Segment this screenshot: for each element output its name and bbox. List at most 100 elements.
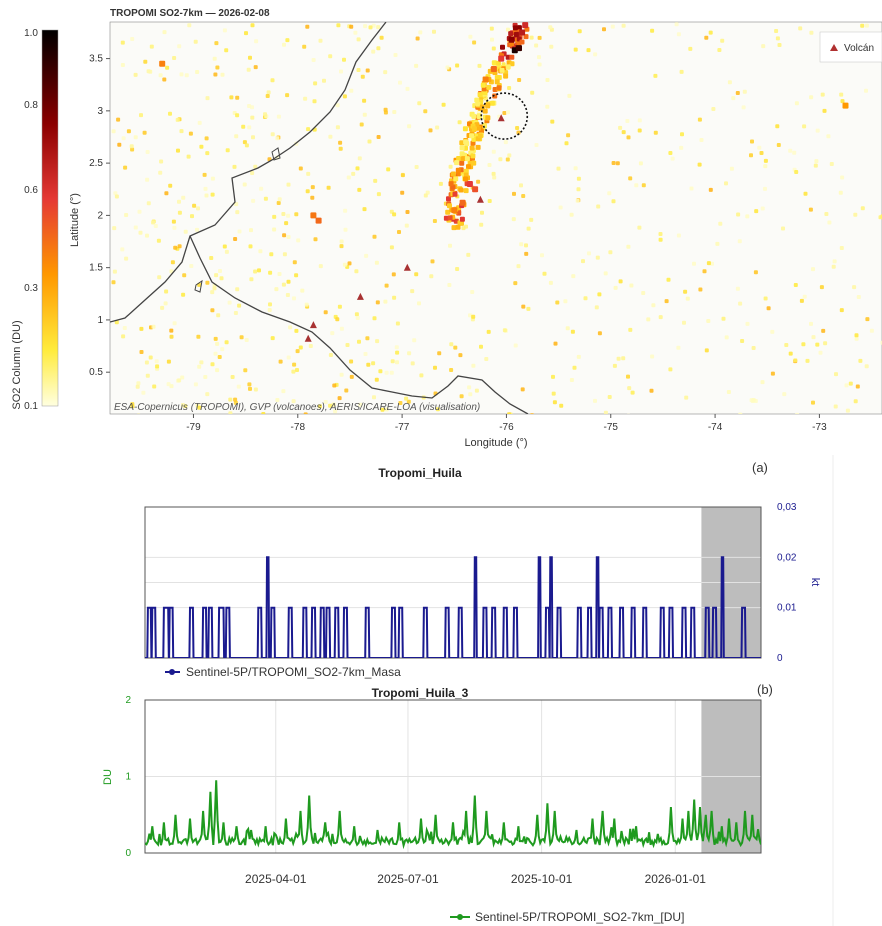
so2-pixel	[159, 159, 164, 164]
so2-pixel	[241, 124, 246, 129]
so2-pixel	[839, 308, 844, 313]
so2-pixel	[715, 241, 720, 246]
volcano-marker	[309, 321, 317, 329]
so2-pixel	[415, 36, 420, 41]
so2-pixel	[429, 274, 434, 279]
so2-pixel	[615, 161, 620, 166]
so2-pixel	[529, 35, 534, 40]
so2-pixel	[410, 361, 415, 366]
so2-pixel	[594, 305, 599, 310]
so2-pixel	[682, 320, 686, 325]
so2-pixel	[811, 267, 815, 272]
so2-pixel	[676, 345, 681, 350]
so2-pixel	[266, 90, 271, 95]
so2-pixel	[253, 269, 258, 274]
so2-pixel	[121, 136, 126, 141]
so2-pixel	[359, 122, 364, 127]
so2-pixel	[581, 259, 585, 264]
so2-pixel	[658, 237, 663, 242]
so2-pixel	[853, 399, 858, 404]
so2-pixel	[234, 202, 239, 207]
so2-pixel	[618, 279, 623, 284]
so2-plume-pixel	[475, 101, 481, 107]
so2-pixel	[155, 364, 160, 369]
so2-pixel	[196, 206, 200, 211]
so2-pixel	[237, 303, 242, 308]
so2-pixel	[759, 151, 764, 155]
chart-a-y-axis-label: kt	[809, 578, 821, 587]
so2-pixel	[502, 328, 507, 333]
so2-pixel	[233, 237, 238, 241]
legend-marker-icon	[169, 669, 175, 675]
so2-pixel	[285, 38, 290, 43]
so2-pixel	[763, 158, 768, 163]
so2-plume-pixel	[459, 140, 465, 146]
so2-pixel	[190, 214, 194, 219]
so2-pixel	[487, 199, 492, 203]
x-tick-label: -79	[186, 422, 201, 433]
so2-pixel	[362, 207, 367, 212]
so2-hotspot	[451, 207, 458, 214]
x-tick-label: -73	[812, 422, 827, 433]
so2-hotspot	[459, 199, 466, 206]
so2-pixel	[435, 125, 440, 130]
so2-pixel	[799, 298, 804, 303]
so2-pixel	[389, 245, 394, 250]
so2-pixel	[692, 261, 696, 266]
so2-plume-pixel	[463, 139, 469, 145]
so2-pixel	[829, 162, 834, 166]
so2-pixel	[343, 227, 348, 232]
so2-pixel	[406, 399, 411, 404]
so2-pixel	[404, 396, 409, 401]
so2-pixel	[188, 131, 193, 136]
so2-pixel	[291, 369, 296, 374]
so2-pixel	[618, 125, 623, 130]
so2-plume-pixel	[513, 32, 519, 37]
legend-marker-icon	[457, 914, 463, 920]
so2-pixel	[213, 351, 218, 356]
so2-pixel	[364, 253, 369, 258]
so2-plume-pixel	[450, 171, 456, 177]
so2-pixel	[428, 128, 433, 133]
y-tick-label: 2	[97, 210, 103, 221]
so2-pixel	[397, 230, 401, 234]
so2-pixel	[458, 353, 463, 358]
so2-pixel	[419, 373, 424, 378]
so2-pixel	[548, 25, 553, 30]
chart-b-frame	[144, 699, 762, 854]
so2-pixel	[242, 140, 247, 145]
so2-pixel	[513, 343, 518, 348]
legend-box	[819, 31, 882, 63]
so2-pixel	[304, 302, 309, 307]
y-tick-label: 0	[125, 848, 131, 859]
so2-pixel	[277, 272, 282, 276]
so2-pixel	[491, 171, 496, 176]
so2-pixel	[556, 166, 561, 171]
so2-pixel	[754, 209, 759, 214]
map-panel: TROPOMI SO2-7km — 2026-02-08 Volcán ESA-…	[69, 8, 882, 449]
x-tick-label: -76	[499, 422, 514, 433]
so2-pixel	[365, 68, 370, 73]
so2-pixel	[704, 35, 709, 40]
so2-pixel	[168, 183, 173, 188]
so2-pixel	[534, 143, 539, 147]
map-x-axis-label: Longitude (°)	[464, 437, 527, 449]
so2-pixel	[165, 65, 170, 70]
so2-pixel	[251, 135, 255, 140]
so2-pixel	[395, 360, 399, 365]
so2-pixel	[330, 331, 335, 336]
so2-pixel	[626, 244, 631, 249]
so2-pixel	[526, 226, 531, 231]
so2-pixel	[235, 95, 240, 100]
so2-pixel	[641, 183, 646, 188]
so2-pixel	[366, 362, 371, 367]
so2-pixel	[181, 195, 186, 200]
so2-pixel	[172, 56, 177, 60]
y-tick-label: 1	[125, 772, 131, 783]
so2-pixel	[438, 181, 443, 186]
so2-pixel	[449, 342, 454, 347]
so2-pixel	[621, 23, 626, 28]
so2-pixel	[572, 365, 577, 370]
chart-a-legend-label: Sentinel-5P/TROPOMI_SO2-7km_Masa	[186, 665, 401, 679]
so2-pixel	[683, 289, 688, 294]
